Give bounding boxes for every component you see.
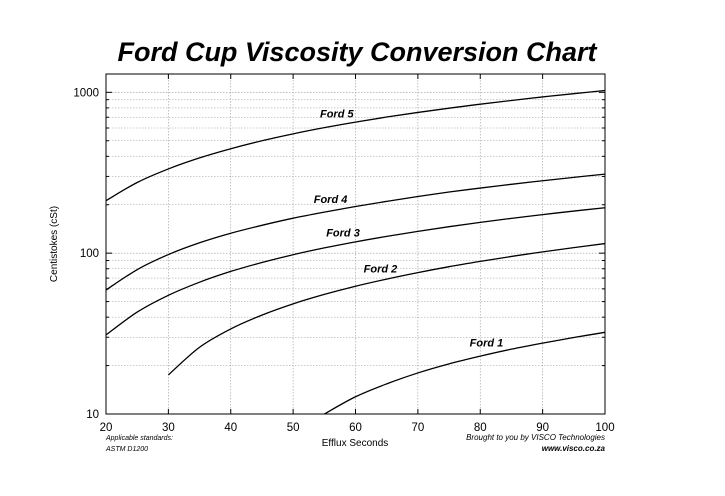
y-tick-label: 10	[86, 409, 99, 421]
series-curves	[105, 89, 606, 415]
x-axis-label: Efflux Seconds	[322, 438, 389, 449]
standards-label: Applicable standards:	[105, 435, 173, 442]
series-label-ford-3: Ford 3	[326, 227, 360, 239]
chart-title: Ford Cup Viscosity Conversion Chart	[117, 37, 597, 67]
x-tick-label: 70	[411, 422, 424, 434]
grid	[106, 74, 605, 414]
x-tick-label: 60	[349, 422, 362, 434]
x-tick-label: 90	[536, 422, 549, 434]
x-tick-label: 100	[595, 422, 614, 434]
y-axis-label: Centistokes (cSt)	[49, 206, 60, 282]
y-tick-label: 100	[80, 248, 99, 260]
standards-value: ASTM D1200	[105, 446, 148, 453]
series-line-ford-5	[105, 89, 606, 202]
axis-ticks: 20 30 40 50 60 70 80 90 100 10 100 1000	[73, 74, 615, 434]
series-label-ford-1: Ford 1	[470, 338, 504, 350]
x-tick-label: 20	[100, 422, 113, 434]
website-url: www.visco.co.za	[542, 444, 606, 453]
x-tick-label: 50	[287, 422, 300, 434]
series-label-ford-4: Ford 4	[314, 194, 348, 206]
credit-text: Brought to you by VISCO Technologies	[466, 433, 605, 442]
series-line-ford-1	[323, 331, 606, 415]
series-line-ford-2	[167, 242, 606, 376]
series-line-ford-3	[105, 207, 606, 336]
x-tick-label: 80	[474, 422, 487, 434]
x-tick-label: 40	[224, 422, 237, 434]
series-labels: Ford 1 Ford 2 Ford 3 Ford 4 Ford 5	[314, 108, 504, 349]
series-label-ford-5: Ford 5	[320, 108, 354, 120]
y-tick-label: 1000	[73, 87, 99, 99]
x-tick-label: 30	[162, 422, 175, 434]
series-label-ford-2: Ford 2	[364, 264, 398, 276]
series-line-ford-4	[105, 173, 606, 291]
